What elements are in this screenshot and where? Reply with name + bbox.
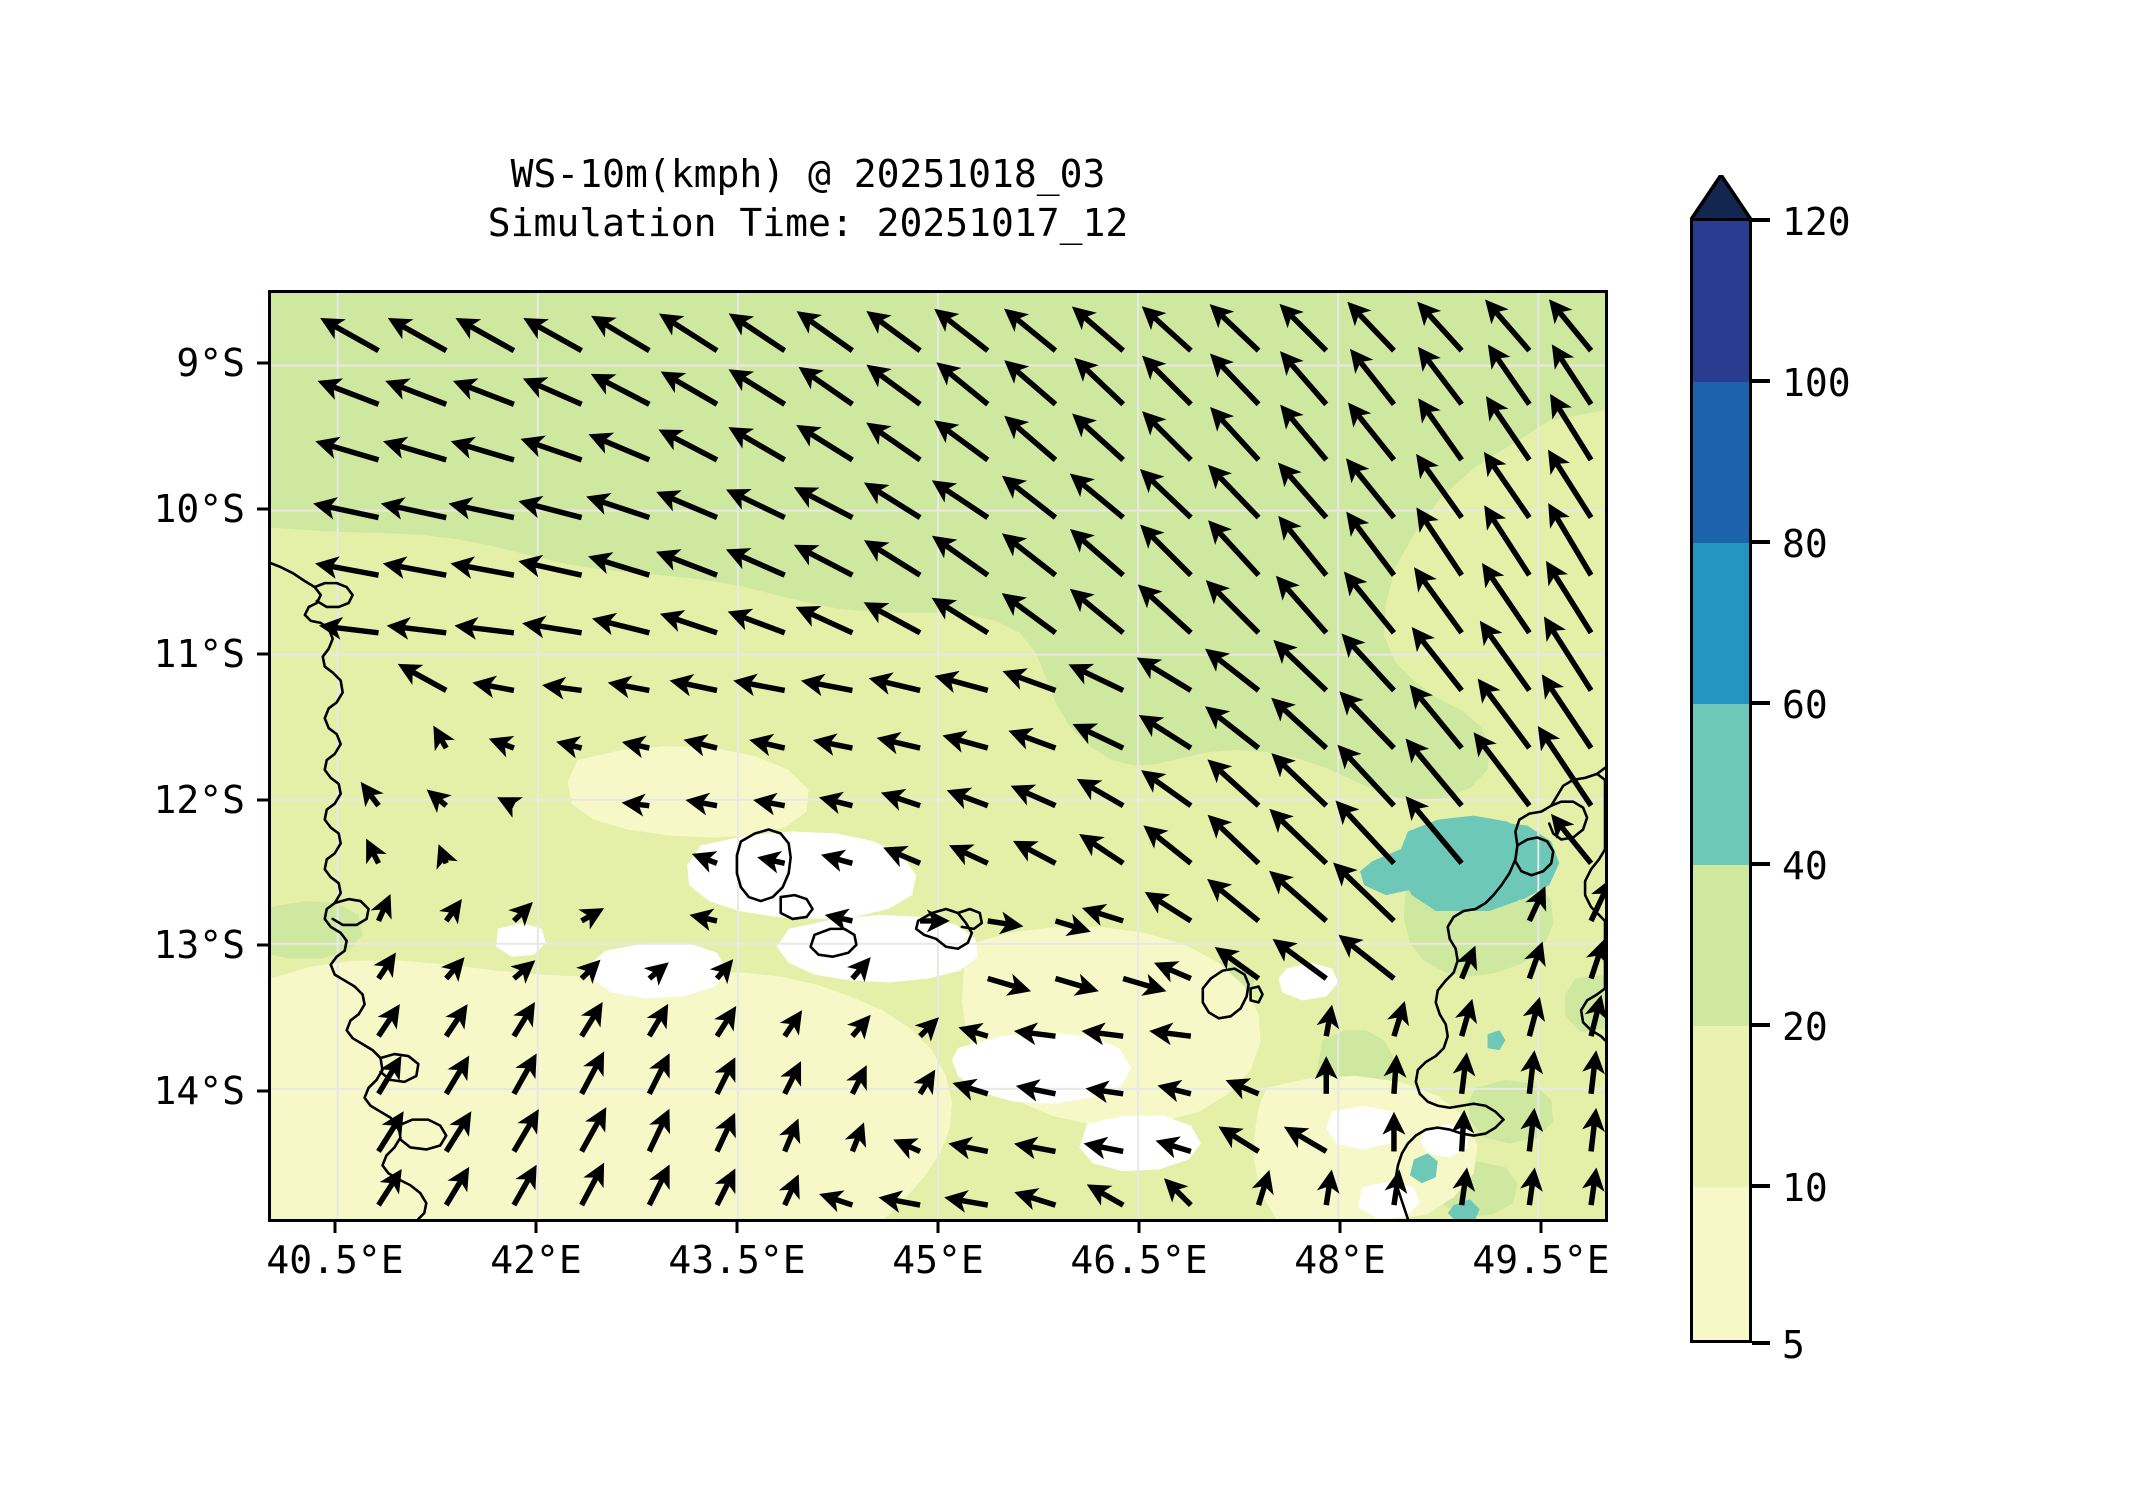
colorbar-extend-max-arrow: [1690, 175, 1752, 221]
ytick-mark: [257, 1089, 268, 1093]
ytick-label: 9°S: [176, 341, 245, 385]
colorbar-band-80-100: [1693, 382, 1749, 543]
xtick-label: 45°E: [892, 1238, 984, 1282]
figure-title: WS-10m(kmph) @ 20251018_03 Simulation Ti…: [268, 150, 1348, 249]
colorbar-tick-mark: [1752, 701, 1770, 705]
xtick-label: 43.5°E: [668, 1238, 806, 1282]
colorbar-tick-label: 20: [1782, 1005, 1828, 1049]
colorbar-tick-label: 100: [1782, 361, 1851, 405]
xtick-mark: [1137, 1222, 1141, 1233]
colorbar-tick-mark: [1752, 1023, 1770, 1027]
xtick-mark: [936, 1222, 940, 1233]
title-line-primary: WS-10m(kmph) @ 20251018_03: [510, 152, 1106, 196]
colorbar-tick-label: 120: [1782, 200, 1851, 244]
colorbar-tick-label: 80: [1782, 522, 1828, 566]
ytick-label: 13°S: [153, 923, 245, 967]
colorbar-tick-mark: [1752, 218, 1770, 222]
ytick-mark: [257, 798, 268, 802]
ytick-mark: [257, 507, 268, 511]
map-axes[interactable]: [268, 290, 1608, 1222]
xtick-mark: [735, 1222, 739, 1233]
xtick-mark: [333, 1222, 337, 1233]
colorbar-tick-label: 60: [1782, 683, 1828, 727]
colorbar-band-40-60: [1693, 704, 1749, 865]
colorbar-tick-label: 5: [1782, 1323, 1805, 1367]
colorbar[interactable]: [1690, 175, 1752, 1343]
xtick-mark: [1338, 1222, 1342, 1233]
ytick-label: 12°S: [153, 778, 245, 822]
map-canvas: [271, 293, 1605, 1219]
colorbar-band-5-10: [1693, 1187, 1749, 1340]
ytick-mark: [257, 361, 268, 365]
colorbar-tick-label: 40: [1782, 844, 1828, 888]
colorbar-tick-mark: [1752, 379, 1770, 383]
colorbar-tick-mark: [1752, 1184, 1770, 1188]
xtick-mark: [534, 1222, 538, 1233]
title-line-simulation-time: Simulation Time: 20251017_12: [487, 201, 1129, 246]
colorbar-bands: [1690, 218, 1752, 1343]
colorbar-tick-label: 10: [1782, 1166, 1828, 1210]
xtick-mark: [1539, 1222, 1543, 1233]
colorbar-tick-mark: [1752, 862, 1770, 866]
colorbar-band-60-80: [1693, 543, 1749, 704]
colorbar-band-10-20: [1693, 1026, 1749, 1187]
xtick-label: 49.5°E: [1472, 1238, 1610, 1282]
ytick-label: 10°S: [153, 487, 245, 531]
xtick-label: 40.5°E: [266, 1238, 404, 1282]
map-svg: [271, 293, 1605, 1219]
ytick-label: 14°S: [153, 1069, 245, 1113]
xtick-label: 48°E: [1294, 1238, 1386, 1282]
ytick-mark: [257, 652, 268, 656]
colorbar-tick-mark: [1752, 540, 1770, 544]
ytick-mark: [257, 943, 268, 947]
ytick-label: 11°S: [153, 632, 245, 676]
xtick-label: 46.5°E: [1070, 1238, 1208, 1282]
colorbar-band-100-120: [1693, 221, 1749, 382]
colorbar-tick-mark: [1752, 1341, 1770, 1345]
colorbar-band-20-40: [1693, 865, 1749, 1026]
xtick-label: 42°E: [490, 1238, 582, 1282]
